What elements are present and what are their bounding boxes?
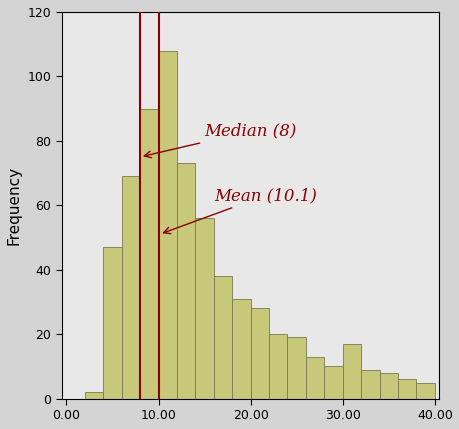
Bar	[452, 376, 459, 399]
Bar	[177, 163, 195, 399]
Bar	[269, 334, 287, 399]
Bar	[213, 276, 232, 399]
Bar	[342, 344, 360, 399]
Bar	[140, 109, 158, 399]
Bar	[250, 308, 269, 399]
Bar	[360, 370, 379, 399]
Bar	[287, 338, 305, 399]
Bar	[158, 51, 177, 399]
Text: Mean (10.1): Mean (10.1)	[163, 187, 316, 234]
Bar	[232, 299, 250, 399]
Text: Median (8): Median (8)	[144, 123, 297, 158]
Bar	[121, 176, 140, 399]
Bar	[415, 383, 434, 399]
Bar	[195, 218, 213, 399]
Bar	[305, 357, 324, 399]
Bar	[379, 373, 397, 399]
Bar	[84, 392, 103, 399]
Bar	[397, 379, 415, 399]
Bar	[103, 247, 121, 399]
Y-axis label: Frequency: Frequency	[7, 166, 22, 245]
Bar	[324, 366, 342, 399]
